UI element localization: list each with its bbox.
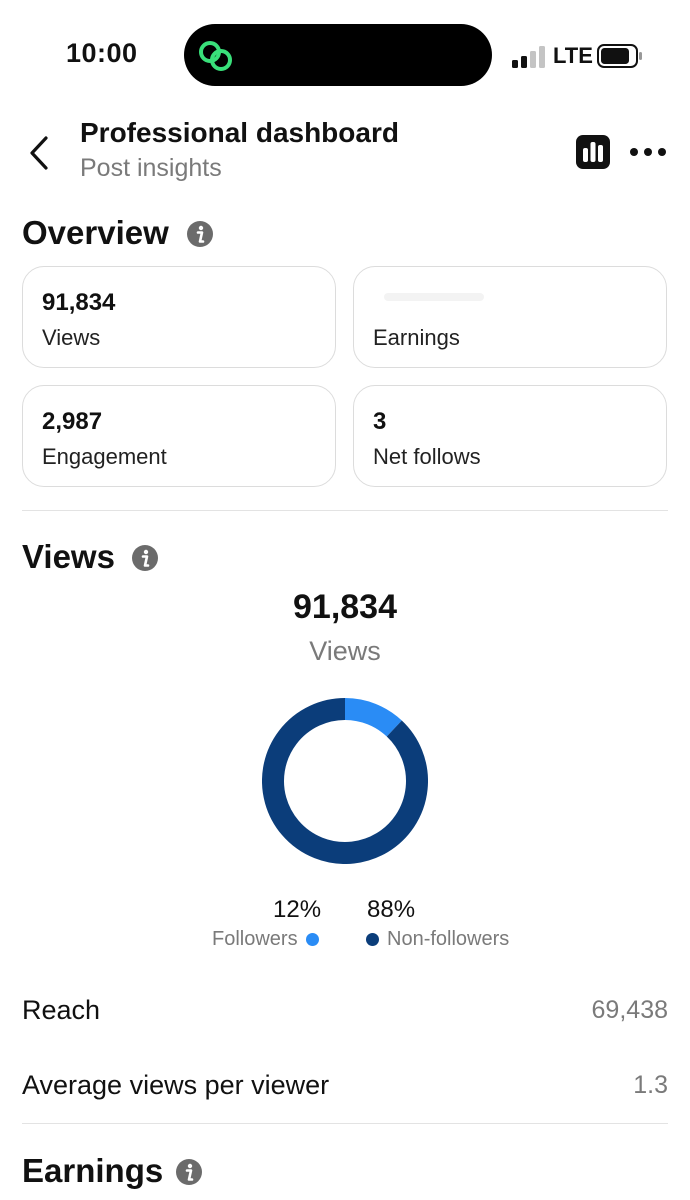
network-type: LTE [553,43,593,68]
donut-slice-followers [344,698,402,737]
section-divider [22,510,668,511]
back-chevron-icon[interactable] [26,134,54,172]
views-total-label: Views [309,636,381,666]
battery-icon [597,44,642,68]
overview-card-engagement[interactable]: 2,987 Engagement [22,385,336,487]
overview-card-earnings[interactable]: Earnings [353,266,667,368]
section-divider-2 [22,1123,668,1124]
page-subtitle: Post insights [80,154,222,182]
page-title: Professional dashboard [80,117,399,148]
reach-value: 69,438 [591,996,668,1024]
overview-info-icon[interactable] [186,220,214,248]
net-follows-card-value: 3 [373,408,387,435]
engagement-card-label: Engagement [42,444,167,469]
avg-views-label: Average views per viewer [22,1070,330,1100]
status-time: 10:00 [66,38,138,68]
insights-chart-icon[interactable] [576,135,610,169]
views-card-label: Views [42,325,101,350]
nonfollowers-percent: 88% [367,896,416,923]
threads-link-icon [199,41,232,71]
views-heading: Views [22,538,115,575]
net-follows-card-label: Net follows [373,444,481,469]
views-info-icon[interactable] [131,544,159,572]
overview-heading: Overview [22,214,169,251]
followers-legend-dot [305,933,319,946]
more-options-icon[interactable] [628,140,668,164]
earnings-card-label: Earnings [373,325,460,350]
overview-card-views[interactable]: 91,834 Views [22,266,336,368]
followers-percent: 12% [273,896,322,923]
earnings-info-icon[interactable] [175,1158,203,1186]
donut-slice-nonfollowers [262,698,428,864]
earnings-heading: Earnings [22,1152,164,1189]
earnings-hidden-value [384,293,484,301]
overview-card-net-follows[interactable]: 3 Net follows [353,385,667,487]
nonfollowers-legend-label: Non-followers [387,928,510,950]
views-total: 91,834 [293,588,397,626]
nonfollowers-legend: Non-followers [366,928,509,951]
engagement-card-value: 2,987 [42,408,103,435]
avg-views-value: 1.3 [633,1071,668,1099]
views-donut-chart [262,698,428,864]
followers-legend: Followers [212,928,319,951]
nonfollowers-legend-dot [366,933,379,946]
dynamic-island [184,24,492,86]
signal-icon [512,46,545,68]
views-card-value: 91,834 [42,289,116,316]
reach-label: Reach [22,995,101,1025]
followers-legend-label: Followers [212,928,298,950]
